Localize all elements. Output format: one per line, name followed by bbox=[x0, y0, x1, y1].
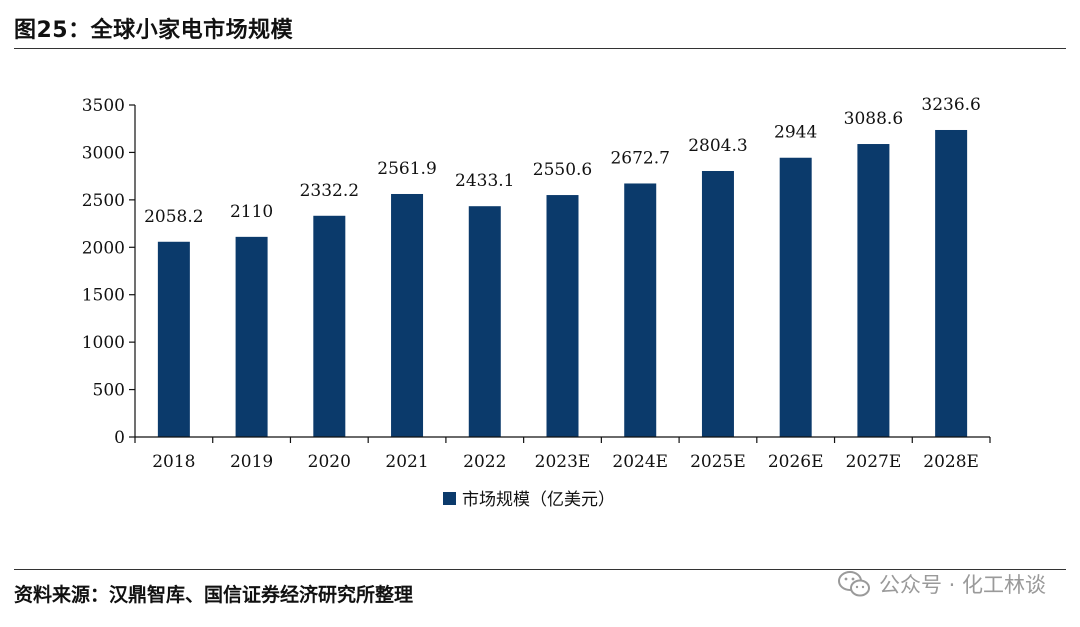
data-label: 3236.6 bbox=[921, 95, 980, 115]
data-label: 2550.6 bbox=[533, 160, 592, 180]
bar bbox=[779, 157, 812, 437]
x-tick-label: 2024E bbox=[612, 452, 668, 472]
y-tick-label: 3500 bbox=[82, 96, 125, 116]
data-label: 3088.6 bbox=[844, 109, 903, 129]
bar bbox=[857, 144, 890, 437]
y-tick-label: 2500 bbox=[82, 191, 125, 211]
x-tick-label: 2021 bbox=[385, 452, 428, 472]
x-tick-label: 2023E bbox=[535, 452, 591, 472]
bar bbox=[235, 236, 268, 437]
y-tick-label: 500 bbox=[93, 381, 125, 401]
x-tick-label: 2022 bbox=[463, 452, 506, 472]
bar bbox=[546, 195, 579, 437]
bar bbox=[624, 183, 657, 437]
data-label: 2672.7 bbox=[610, 148, 669, 168]
y-tick-label: 1000 bbox=[82, 333, 125, 353]
y-tick-label: 0 bbox=[114, 428, 125, 448]
x-tick-label: 2019 bbox=[230, 452, 273, 472]
x-tick-label: 2025E bbox=[690, 452, 746, 472]
bar bbox=[468, 206, 501, 437]
x-tick-label: 2027E bbox=[846, 452, 902, 472]
y-tick-label: 1500 bbox=[82, 286, 125, 306]
data-label: 2804.3 bbox=[688, 136, 747, 156]
data-label: 2110 bbox=[230, 202, 273, 222]
x-tick-label: 2028E bbox=[923, 452, 979, 472]
bar bbox=[701, 170, 734, 437]
data-label: 2944 bbox=[774, 123, 817, 143]
figure-title: 图25：全球小家电市场规模 bbox=[14, 18, 294, 43]
data-label: 2332.2 bbox=[300, 181, 359, 201]
watermark: 公众号 · 化工林谈 bbox=[837, 566, 1046, 602]
wechat-icon bbox=[837, 571, 870, 597]
data-label: 2058.2 bbox=[144, 207, 203, 227]
bar bbox=[935, 129, 968, 437]
legend-label: 市场规模（亿美元） bbox=[462, 490, 615, 510]
legend: 市场规模（亿美元） bbox=[443, 490, 615, 510]
legend-swatch bbox=[443, 492, 456, 505]
bar bbox=[157, 241, 190, 437]
data-label: 2561.9 bbox=[377, 159, 436, 179]
x-tick-label: 2026E bbox=[768, 452, 824, 472]
data-label: 2433.1 bbox=[455, 171, 514, 191]
y-tick-label: 2000 bbox=[82, 238, 125, 258]
y-axis: 0 500 1000 1500 2000 2500 3000 3500 bbox=[82, 96, 136, 448]
bar bbox=[313, 215, 346, 437]
bottom-divider bbox=[14, 569, 1066, 570]
top-divider bbox=[14, 48, 1066, 49]
y-tick-label: 3000 bbox=[82, 143, 125, 163]
bars: 2058.2 2110 2332.2 2561.9 2433.1 2550.6 2672.7… bbox=[144, 95, 981, 437]
watermark-text: 公众号 · 化工林谈 bbox=[878, 573, 1046, 597]
x-axis: 2018 2019 2020 2021 2022 2023E 2024E 2025E 2026E… bbox=[134, 436, 991, 472]
source-note: 资料来源：汉鼎智库、国信证券经济研究所整理 bbox=[14, 584, 414, 606]
bar bbox=[391, 193, 424, 437]
x-tick-label: 2018 bbox=[152, 452, 195, 472]
x-tick-label: 2020 bbox=[308, 452, 351, 472]
